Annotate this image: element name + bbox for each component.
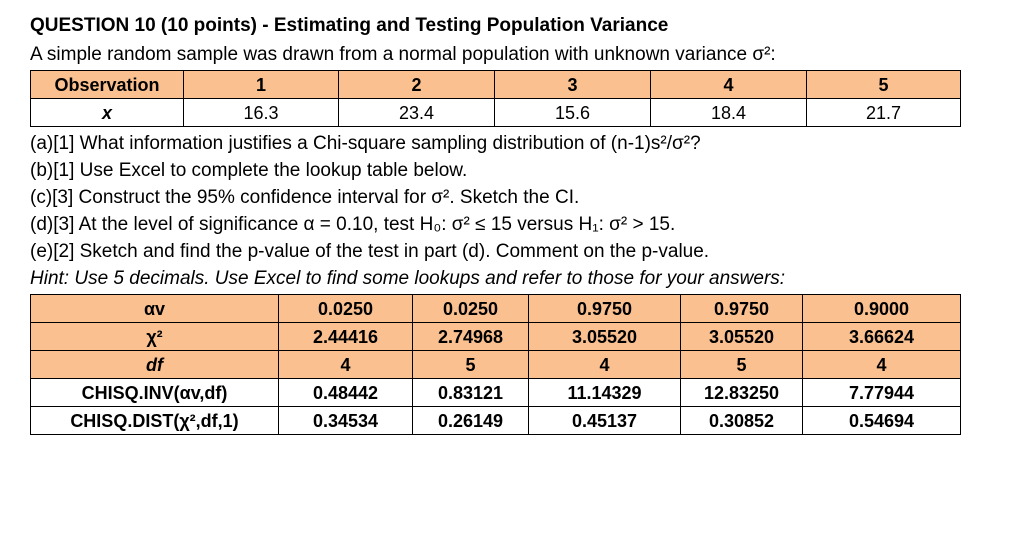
table-row: df 4 5 4 5 4 xyxy=(30,350,961,379)
value-cell: 0.48442 xyxy=(278,378,413,407)
hint-text: Hint: Use 5 decimals. Use Excel to find … xyxy=(30,268,786,289)
value-cell: 3.05520 xyxy=(528,322,681,351)
value-cell: 21.7 xyxy=(806,98,961,127)
value-cell: 4 xyxy=(802,350,961,379)
row-label-cell: x xyxy=(30,98,184,127)
row-label-cell: CHISQ.DIST(χ²,df,1) xyxy=(30,406,279,435)
value-cell: 0.0250 xyxy=(412,294,529,323)
value-cell: 18.4 xyxy=(650,98,807,127)
row-label-cell: αv xyxy=(30,294,279,323)
value-cell: 11.14329 xyxy=(528,378,681,407)
question-part-b: (b)[1] Use Excel to complete the lookup … xyxy=(30,160,468,181)
table-row: Observation 1 2 3 4 5 xyxy=(30,70,961,99)
value-cell: 7.77944 xyxy=(802,378,961,407)
table-row: αv 0.0250 0.0250 0.9750 0.9750 0.9000 xyxy=(30,294,961,323)
value-cell: 1 xyxy=(183,70,339,99)
table-row: χ² 2.44416 2.74968 3.05520 3.05520 3.66624 xyxy=(30,322,961,351)
question-part-a: (a)[1] What information justifies a Chi-… xyxy=(30,133,701,154)
row-label-cell: df xyxy=(30,350,279,379)
row-label-cell: CHISQ.INV(αv,df) xyxy=(30,378,279,407)
question-title: QUESTION 10 (10 points) - Estimating and… xyxy=(30,15,669,36)
table-row: CHISQ.INV(αv,df) 0.48442 0.83121 11.14329 12… xyxy=(30,378,961,407)
value-cell: 4 xyxy=(650,70,807,99)
value-cell: 0.9000 xyxy=(802,294,961,323)
value-cell: 15.6 xyxy=(494,98,651,127)
intro-text: A simple random sample was drawn from a … xyxy=(30,44,776,65)
question-part-d: (d)[3] At the level of significance α = … xyxy=(30,214,676,235)
value-cell: 5 xyxy=(412,350,529,379)
value-cell: 3.05520 xyxy=(680,322,803,351)
value-cell: 0.45137 xyxy=(528,406,681,435)
value-cell: 5 xyxy=(806,70,961,99)
value-cell: 0.9750 xyxy=(528,294,681,323)
value-cell: 12.83250 xyxy=(680,378,803,407)
chi-square-lookup-table: αv 0.0250 0.0250 0.9750 0.9750 0.9000 χ² 2.4441… xyxy=(30,294,961,435)
value-cell: 23.4 xyxy=(338,98,495,127)
value-cell: 0.0250 xyxy=(278,294,413,323)
value-cell: 3 xyxy=(494,70,651,99)
value-cell: 0.30852 xyxy=(680,406,803,435)
value-cell: 4 xyxy=(528,350,681,379)
row-label-cell: Observation xyxy=(30,70,184,99)
value-cell: 0.9750 xyxy=(680,294,803,323)
value-cell: 0.83121 xyxy=(412,378,529,407)
value-cell: 0.54694 xyxy=(802,406,961,435)
value-cell: 5 xyxy=(680,350,803,379)
value-cell: 2 xyxy=(338,70,495,99)
sample-observations-table: Observation 1 2 3 4 5 x 16.3 23.4 15.6 18.4 21.7 xyxy=(30,70,961,127)
value-cell: 2.74968 xyxy=(412,322,529,351)
table-row: x 16.3 23.4 15.6 18.4 21.7 xyxy=(30,98,961,127)
row-label-cell: χ² xyxy=(30,322,279,351)
value-cell: 16.3 xyxy=(183,98,339,127)
value-cell: 0.34534 xyxy=(278,406,413,435)
table-row: CHISQ.DIST(χ²,df,1) 0.34534 0.26149 0.45137… xyxy=(30,406,961,435)
question-part-e: (e)[2] Sketch and find the p-value of th… xyxy=(30,241,710,262)
question-part-c: (c)[3] Construct the 95% confidence inte… xyxy=(30,187,580,208)
value-cell: 2.44416 xyxy=(278,322,413,351)
value-cell: 4 xyxy=(278,350,413,379)
value-cell: 3.66624 xyxy=(802,322,961,351)
value-cell: 0.26149 xyxy=(412,406,529,435)
